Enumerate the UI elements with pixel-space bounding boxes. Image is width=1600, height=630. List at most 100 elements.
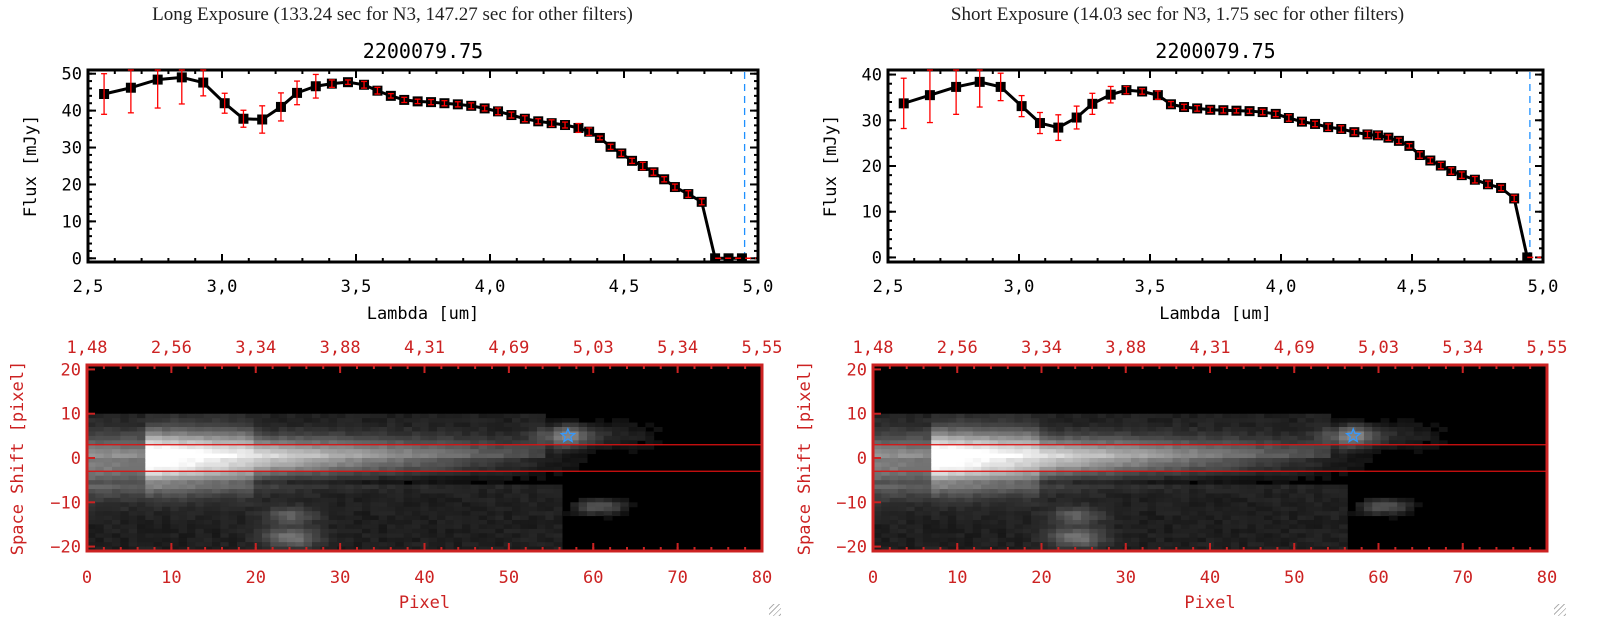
image-pixel [120, 453, 130, 459]
image-pixel [1264, 449, 1273, 455]
image-pixel [320, 524, 330, 530]
image-pixel [1338, 533, 1348, 539]
image-pixel [145, 471, 155, 477]
image-pixel [1280, 435, 1290, 441]
image-pixel [553, 537, 563, 543]
image-pixel [370, 533, 380, 539]
image-pixel [1338, 506, 1348, 512]
image-pixel [395, 506, 405, 512]
image-pixel [1155, 528, 1165, 534]
image-pixel [947, 546, 957, 552]
image-y-tick-label: 20 [61, 360, 81, 380]
image-pixel [981, 493, 990, 499]
image-pixel [437, 427, 446, 432]
image-pixel [428, 458, 438, 463]
image-pixel [203, 489, 213, 494]
image-pixel [1289, 422, 1298, 428]
image-pixel [897, 435, 907, 441]
image-pixel [128, 471, 138, 477]
image-pixel [1430, 422, 1440, 428]
image-pixel [1180, 413, 1190, 419]
image-pixel [1014, 524, 1024, 530]
image-pixel [637, 435, 646, 441]
image-pixel [203, 546, 213, 552]
image-pixel [537, 444, 546, 450]
image-pixel [897, 489, 907, 494]
image-pixel [1122, 528, 1132, 534]
image-pixel [1056, 453, 1065, 459]
image-pixel [947, 431, 957, 437]
image-pixel [881, 524, 891, 530]
resize-grip-icon[interactable] [1554, 604, 1566, 616]
image-pixel [1430, 444, 1440, 450]
image-pixel [1322, 440, 1332, 446]
image-pixel [1114, 506, 1124, 512]
image-pixel [1064, 520, 1074, 525]
image-pixel [1147, 533, 1157, 539]
image-pixel [947, 480, 957, 486]
image-pixel [1205, 480, 1215, 486]
image-pixel [162, 453, 171, 459]
image-pixel [1056, 422, 1065, 428]
image-pixel [262, 418, 271, 424]
image-pixel [153, 537, 163, 543]
image-pixel [1180, 431, 1190, 437]
image-pixel [1272, 458, 1282, 463]
image-pixel [889, 502, 899, 508]
image-pixel [412, 422, 421, 428]
resize-grip-icon[interactable] [769, 604, 781, 616]
image-pixel [528, 524, 538, 530]
image-pixel [1122, 506, 1132, 512]
image-pixel [212, 542, 221, 548]
image-pixel [1355, 506, 1365, 512]
image-pixel [1147, 458, 1157, 463]
image-pixel [1305, 537, 1315, 543]
image-pixel [1330, 444, 1340, 450]
image-pixel [495, 458, 505, 463]
image-pixel [145, 502, 155, 508]
image-pixel [1072, 493, 1082, 499]
image-pixel [262, 471, 271, 477]
image-pixel [1006, 435, 1015, 441]
image-pixel [103, 493, 113, 499]
image-pixel [395, 497, 405, 503]
image-pixel [270, 489, 280, 494]
image-pixel [162, 431, 171, 437]
image-pixel [1122, 524, 1132, 530]
image-pixel [553, 435, 563, 441]
image-pixel [889, 546, 899, 552]
image-pixel [470, 511, 480, 517]
image-pixel [212, 427, 221, 432]
image-pixel [537, 427, 546, 432]
image-pixel [964, 520, 974, 525]
image-pixel [128, 449, 138, 455]
image-pixel [520, 506, 530, 512]
image-pixel [981, 458, 990, 463]
image-pixel [528, 427, 538, 432]
image-pixel [989, 444, 999, 450]
image-pixel [1039, 427, 1049, 432]
image-pixel [170, 537, 180, 543]
image-pixel [1097, 449, 1107, 455]
image-pixel [312, 418, 321, 424]
image-pixel [1172, 524, 1182, 530]
image-pixel [170, 524, 180, 530]
image-pixel [889, 462, 899, 468]
image-pixel [1372, 506, 1382, 512]
image-pixel [537, 524, 546, 530]
image-pixel [1197, 444, 1207, 450]
image-pixel [278, 413, 288, 419]
image-pixel [295, 466, 305, 472]
image-pixel [1172, 480, 1182, 486]
image-pixel [1222, 515, 1232, 521]
image-pixel [981, 497, 990, 503]
image-pixel [420, 489, 430, 494]
image-pixel [1147, 528, 1157, 534]
image-pixel [1180, 462, 1190, 468]
image-pixel [420, 471, 430, 477]
image-pixel [570, 449, 580, 455]
y-tick-label: 0 [72, 249, 82, 269]
image-pixel [195, 475, 205, 481]
image-pixel [503, 418, 513, 424]
image-pixel [628, 502, 638, 508]
